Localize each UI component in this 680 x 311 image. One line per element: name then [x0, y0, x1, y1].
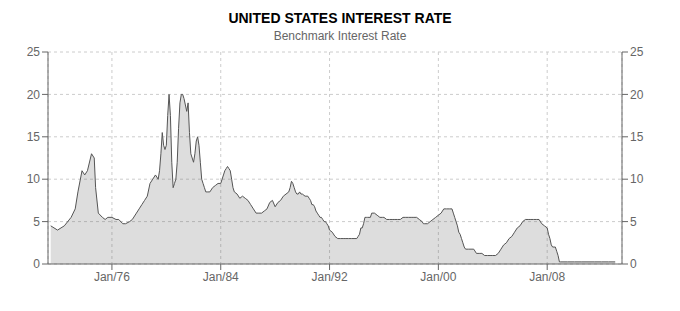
svg-text:20: 20 [27, 88, 41, 102]
svg-text:Jan/84: Jan/84 [203, 270, 239, 284]
svg-text:5: 5 [630, 215, 637, 229]
svg-text:25: 25 [27, 45, 41, 59]
html-text:Benchmark Interest Rate: Benchmark Interest Rate [273, 29, 407, 43]
svg-text:5: 5 [33, 215, 40, 229]
svg-text:15: 15 [27, 130, 41, 144]
svg-text:20: 20 [630, 88, 644, 102]
html-text:UNITED STATES INTEREST RATE: UNITED STATES INTEREST RATE [228, 10, 452, 26]
svg-text:0: 0 [33, 257, 40, 271]
svg-text:15: 15 [630, 130, 644, 144]
svg-text:Jan/76: Jan/76 [94, 270, 130, 284]
svg-text:Jan/92: Jan/92 [312, 270, 348, 284]
svg-text:0: 0 [630, 257, 637, 271]
svg-text:10: 10 [27, 172, 41, 186]
svg-text:10: 10 [630, 172, 644, 186]
svg-text:Jan/00: Jan/00 [420, 270, 456, 284]
svg-text:25: 25 [630, 45, 644, 59]
svg-text:Jan/08: Jan/08 [529, 270, 565, 284]
